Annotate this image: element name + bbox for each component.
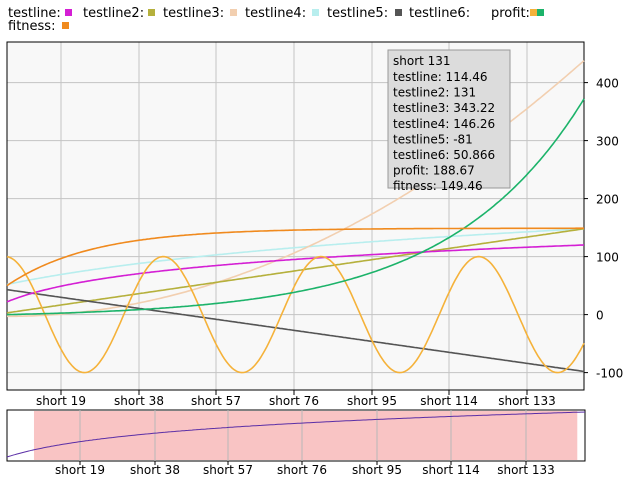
- legend-item[interactable]: testline3:: [163, 6, 237, 21]
- navigator-x-tick-label: short 95: [352, 463, 402, 477]
- tooltip-row: testline5: -81: [393, 132, 473, 146]
- legend-item[interactable]: testline2:: [83, 6, 155, 21]
- tooltip-row: testline2: 131: [393, 86, 476, 100]
- y-tick-label: 100: [596, 251, 619, 265]
- series-line-profit: [7, 98, 585, 316]
- legend-swatch: [230, 9, 237, 16]
- series-line-testline4: [6, 228, 585, 286]
- x-tick-label: short 19: [36, 394, 86, 408]
- legend-swatch: [65, 9, 72, 16]
- navigator[interactable]: short 19 short 38 short 57 short 76 short 95…: [6, 409, 586, 477]
- plot-frame: [6, 41, 585, 391]
- legend-swatch: [148, 9, 155, 16]
- tooltip-row: testline: 114.46: [393, 70, 488, 84]
- legend-label: testline6:: [409, 6, 470, 21]
- navigator-x-tick-label: short 133: [497, 463, 555, 477]
- navigator-selection[interactable]: [33, 411, 578, 460]
- legend-swatch: [62, 22, 69, 29]
- x-tick-label: short 38: [114, 394, 164, 408]
- legend-item[interactable]: testline6:: [409, 6, 537, 21]
- y-tick-label: 200: [596, 193, 619, 207]
- legend-swatch: [395, 9, 402, 16]
- tooltip-row: testline4: 146.26: [393, 117, 495, 131]
- tooltip-row: testline3: 343.22: [393, 101, 495, 115]
- legend-swatch: [537, 9, 544, 16]
- legend-item[interactable]: testline4:: [245, 6, 319, 21]
- x-tick-label: short 57: [191, 394, 241, 408]
- navigator-x-tick-label: short 76: [277, 463, 327, 477]
- series-line-testline: [6, 244, 585, 303]
- plot-area: -100 0 100 200 300 400 short 19 short 38 short 5…: [6, 41, 623, 408]
- legend-label: profit:: [491, 6, 530, 21]
- series-line-testline6: [6, 255, 585, 374]
- legend-label: testline4:: [245, 6, 306, 21]
- navigator-line: [6, 411, 586, 458]
- legend: testline: testline2: testline3: testline4: t…: [8, 6, 544, 34]
- series-line-testline5: [6, 288, 585, 373]
- navigator-x-tick-label: short 57: [203, 463, 253, 477]
- x-tick-label: short 95: [347, 394, 397, 408]
- series-line-testline2: [6, 228, 585, 314]
- y-tick-label: 0: [596, 309, 604, 323]
- y-tick-label: 400: [596, 77, 619, 91]
- legend-item[interactable]: fitness:: [8, 19, 69, 34]
- legend-label: testline5:: [327, 6, 388, 21]
- series-line-fitness: [6, 227, 584, 287]
- legend-label: testline2:: [83, 6, 144, 21]
- legend-label: fitness:: [8, 19, 55, 34]
- legend-swatch: [312, 9, 319, 16]
- tooltip-box: [387, 49, 511, 189]
- navigator-x-tick-label: short 114: [422, 463, 480, 477]
- y-tick-label: -100: [596, 367, 623, 381]
- legend-item[interactable]: testline:: [8, 6, 72, 21]
- x-tick-label: short 76: [269, 394, 319, 408]
- legend-item[interactable]: profit:: [491, 6, 544, 21]
- legend-item[interactable]: testline5:: [327, 6, 402, 21]
- navigator-x-tick-label: short 38: [130, 463, 180, 477]
- navigator-x-tick-label: short 19: [55, 463, 105, 477]
- x-tick-label: short 114: [420, 394, 478, 408]
- tooltip-row: fitness: 149.46: [393, 179, 483, 193]
- tooltip-row: profit: 188.67: [393, 164, 475, 178]
- x-tick-label: short 133: [498, 394, 556, 408]
- tooltip-title: short 131: [393, 54, 451, 68]
- legend-label: testline3:: [163, 6, 224, 21]
- legend-swatch: [530, 9, 537, 16]
- y-tick-label: 300: [596, 135, 619, 149]
- legend-label: testline:: [8, 6, 61, 21]
- tooltip-row: testline6: 50.866: [393, 148, 495, 162]
